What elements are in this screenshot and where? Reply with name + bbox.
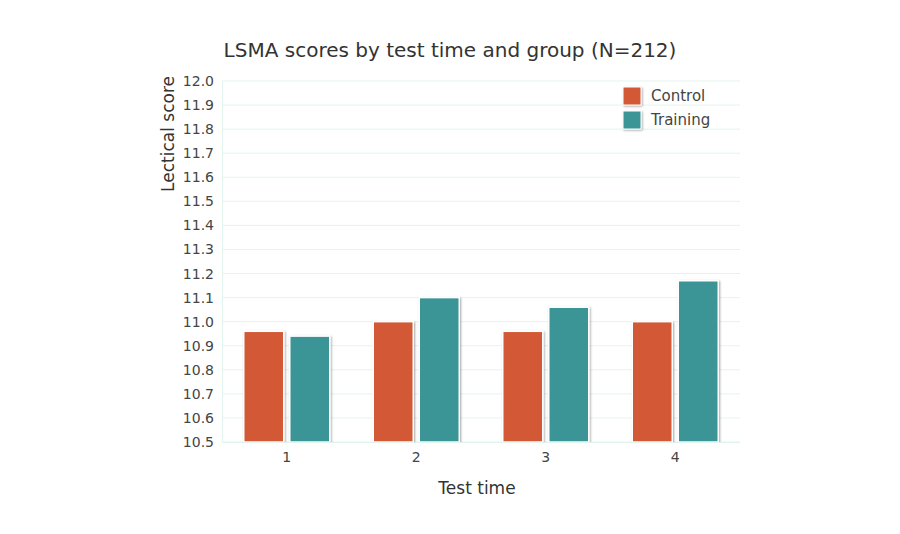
x-axis: 1 2 3 4 bbox=[223, 442, 741, 465]
x-tick: 4 bbox=[671, 442, 680, 465]
y-tick: 11.3 bbox=[183, 241, 222, 257]
y-tick-label: 10.7 bbox=[183, 386, 214, 402]
y-tick: 11.0 bbox=[183, 314, 222, 330]
y-tick-label: 10.6 bbox=[183, 410, 214, 426]
y-tick-label: 10.5 bbox=[183, 434, 214, 450]
bar bbox=[419, 298, 459, 442]
bar bbox=[290, 336, 330, 442]
grid-line bbox=[222, 297, 740, 298]
y-tick-label: 12.0 bbox=[183, 73, 214, 89]
bar bbox=[503, 331, 543, 442]
y-tick: 11.8 bbox=[183, 121, 222, 137]
legend-swatch bbox=[623, 87, 641, 105]
plot-area: 10.5 10.6 10.7 10.8 10.9 11.0 11.1 11.2 11.3 11.4… bbox=[183, 73, 741, 465]
y-tick-label: 11.3 bbox=[183, 241, 214, 257]
x-tick-label: 4 bbox=[671, 449, 680, 465]
y-tick: 11.9 bbox=[183, 97, 222, 113]
x-tick: 3 bbox=[541, 442, 550, 465]
bar bbox=[632, 322, 672, 442]
grid-line bbox=[222, 81, 740, 82]
grid-line bbox=[222, 225, 740, 226]
y-tick-label: 10.8 bbox=[183, 362, 214, 378]
y-tick: 11.5 bbox=[183, 193, 222, 209]
y-tick-label: 10.9 bbox=[183, 338, 214, 354]
x-tick-label: 3 bbox=[541, 449, 550, 465]
y-tick-label: 11.6 bbox=[183, 169, 214, 185]
y-tick-label: 11.9 bbox=[183, 97, 214, 113]
legend: Control Training bbox=[623, 87, 710, 129]
bar bbox=[244, 331, 284, 442]
y-tick: 11.7 bbox=[183, 145, 222, 161]
x-tick-label: 1 bbox=[282, 449, 291, 465]
x-axis-title: Test time bbox=[437, 478, 515, 498]
y-tick: 11.2 bbox=[183, 266, 222, 282]
y-tick: 12.0 bbox=[183, 73, 222, 89]
y-tick: 10.8 bbox=[183, 362, 222, 378]
x-tick: 2 bbox=[412, 442, 421, 465]
grid-line bbox=[222, 249, 740, 250]
legend-label: Control bbox=[651, 87, 705, 105]
y-tick: 10.9 bbox=[183, 338, 222, 354]
y-tick-label: 11.7 bbox=[183, 145, 214, 161]
grid bbox=[222, 81, 740, 442]
grid-line bbox=[222, 201, 740, 202]
y-tick: 10.6 bbox=[183, 410, 222, 426]
y-tick: 11.4 bbox=[183, 217, 222, 233]
grid-line bbox=[222, 273, 740, 274]
grid-line bbox=[222, 153, 740, 154]
y-tick-label: 11.1 bbox=[183, 290, 214, 306]
y-tick: 11.6 bbox=[183, 169, 222, 185]
y-tick: 10.5 bbox=[183, 434, 222, 450]
grid-line bbox=[222, 177, 740, 178]
chart: 10.5 10.6 10.7 10.8 10.9 11.0 11.1 11.2 11.3 11.4… bbox=[0, 0, 900, 534]
y-tick-label: 11.4 bbox=[183, 217, 214, 233]
y-tick: 11.1 bbox=[183, 290, 222, 306]
y-axis: 10.5 10.6 10.7 10.8 10.9 11.0 11.1 11.2 11.3 11.4… bbox=[183, 73, 223, 450]
y-tick-label: 11.0 bbox=[183, 314, 214, 330]
x-tick: 1 bbox=[282, 442, 291, 465]
x-tick-label: 2 bbox=[412, 449, 421, 465]
title: LSMA scores by test time and group (N=21… bbox=[224, 38, 677, 62]
bars bbox=[244, 281, 719, 442]
y-tick-label: 11.2 bbox=[183, 266, 214, 282]
y-tick-label: 11.8 bbox=[183, 121, 214, 137]
bar bbox=[373, 322, 413, 442]
bar bbox=[678, 281, 718, 442]
x-axis-line bbox=[223, 442, 741, 443]
bar bbox=[549, 307, 589, 442]
y-axis-line bbox=[222, 82, 223, 443]
legend-swatch bbox=[623, 111, 641, 129]
y-axis-title: Lectical score bbox=[158, 76, 178, 192]
y-tick: 10.7 bbox=[183, 386, 222, 402]
y-tick-label: 11.5 bbox=[183, 193, 214, 209]
legend-label: Training bbox=[650, 111, 710, 129]
